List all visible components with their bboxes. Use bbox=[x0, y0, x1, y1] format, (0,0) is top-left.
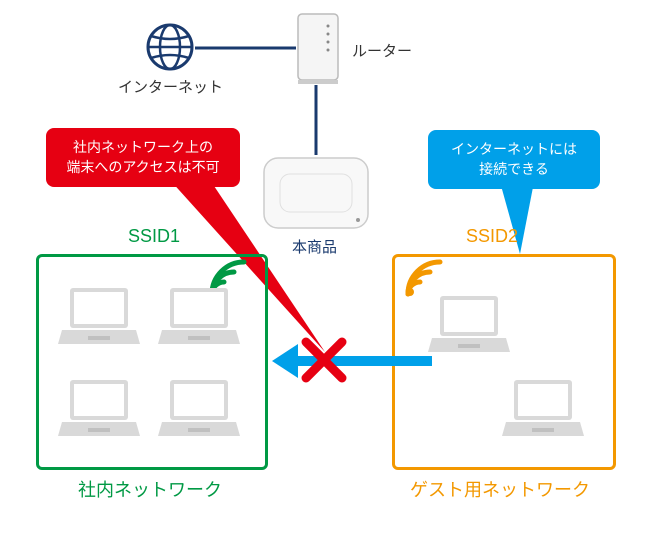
callout-red-line1: 社内ネットワーク上の bbox=[60, 138, 226, 158]
x-mark-icon bbox=[300, 336, 348, 384]
ssid2-label: SSID2 bbox=[466, 226, 518, 247]
callout-internet-ok: インターネットには 接続できる bbox=[428, 130, 600, 189]
laptop-icon bbox=[58, 284, 140, 353]
laptop-icon bbox=[428, 292, 510, 361]
callout-blue-line1: インターネットには bbox=[442, 140, 586, 160]
callout-blue-line2: 接続できる bbox=[442, 160, 586, 180]
internet-icon bbox=[145, 22, 195, 77]
internet-label: インターネット bbox=[118, 76, 223, 97]
router-label: ルーター bbox=[352, 40, 412, 61]
callout-blue-tail bbox=[490, 182, 550, 262]
laptop-icon bbox=[58, 376, 140, 445]
ssid1-label: SSID1 bbox=[128, 226, 180, 247]
blocked-arrow bbox=[268, 336, 438, 386]
laptop-icon bbox=[158, 376, 240, 445]
callout-red-line2: 端末へのアクセスは不可 bbox=[60, 158, 226, 178]
laptop-icon bbox=[158, 284, 240, 353]
laptop-icon bbox=[502, 376, 584, 445]
router-icon bbox=[296, 12, 340, 91]
callout-internal-blocked: 社内ネットワーク上の 端末へのアクセスは不可 bbox=[46, 128, 240, 187]
network-label-guest: ゲスト用ネットワーク bbox=[410, 476, 590, 502]
network-label-internal: 社内ネットワーク bbox=[78, 476, 222, 502]
